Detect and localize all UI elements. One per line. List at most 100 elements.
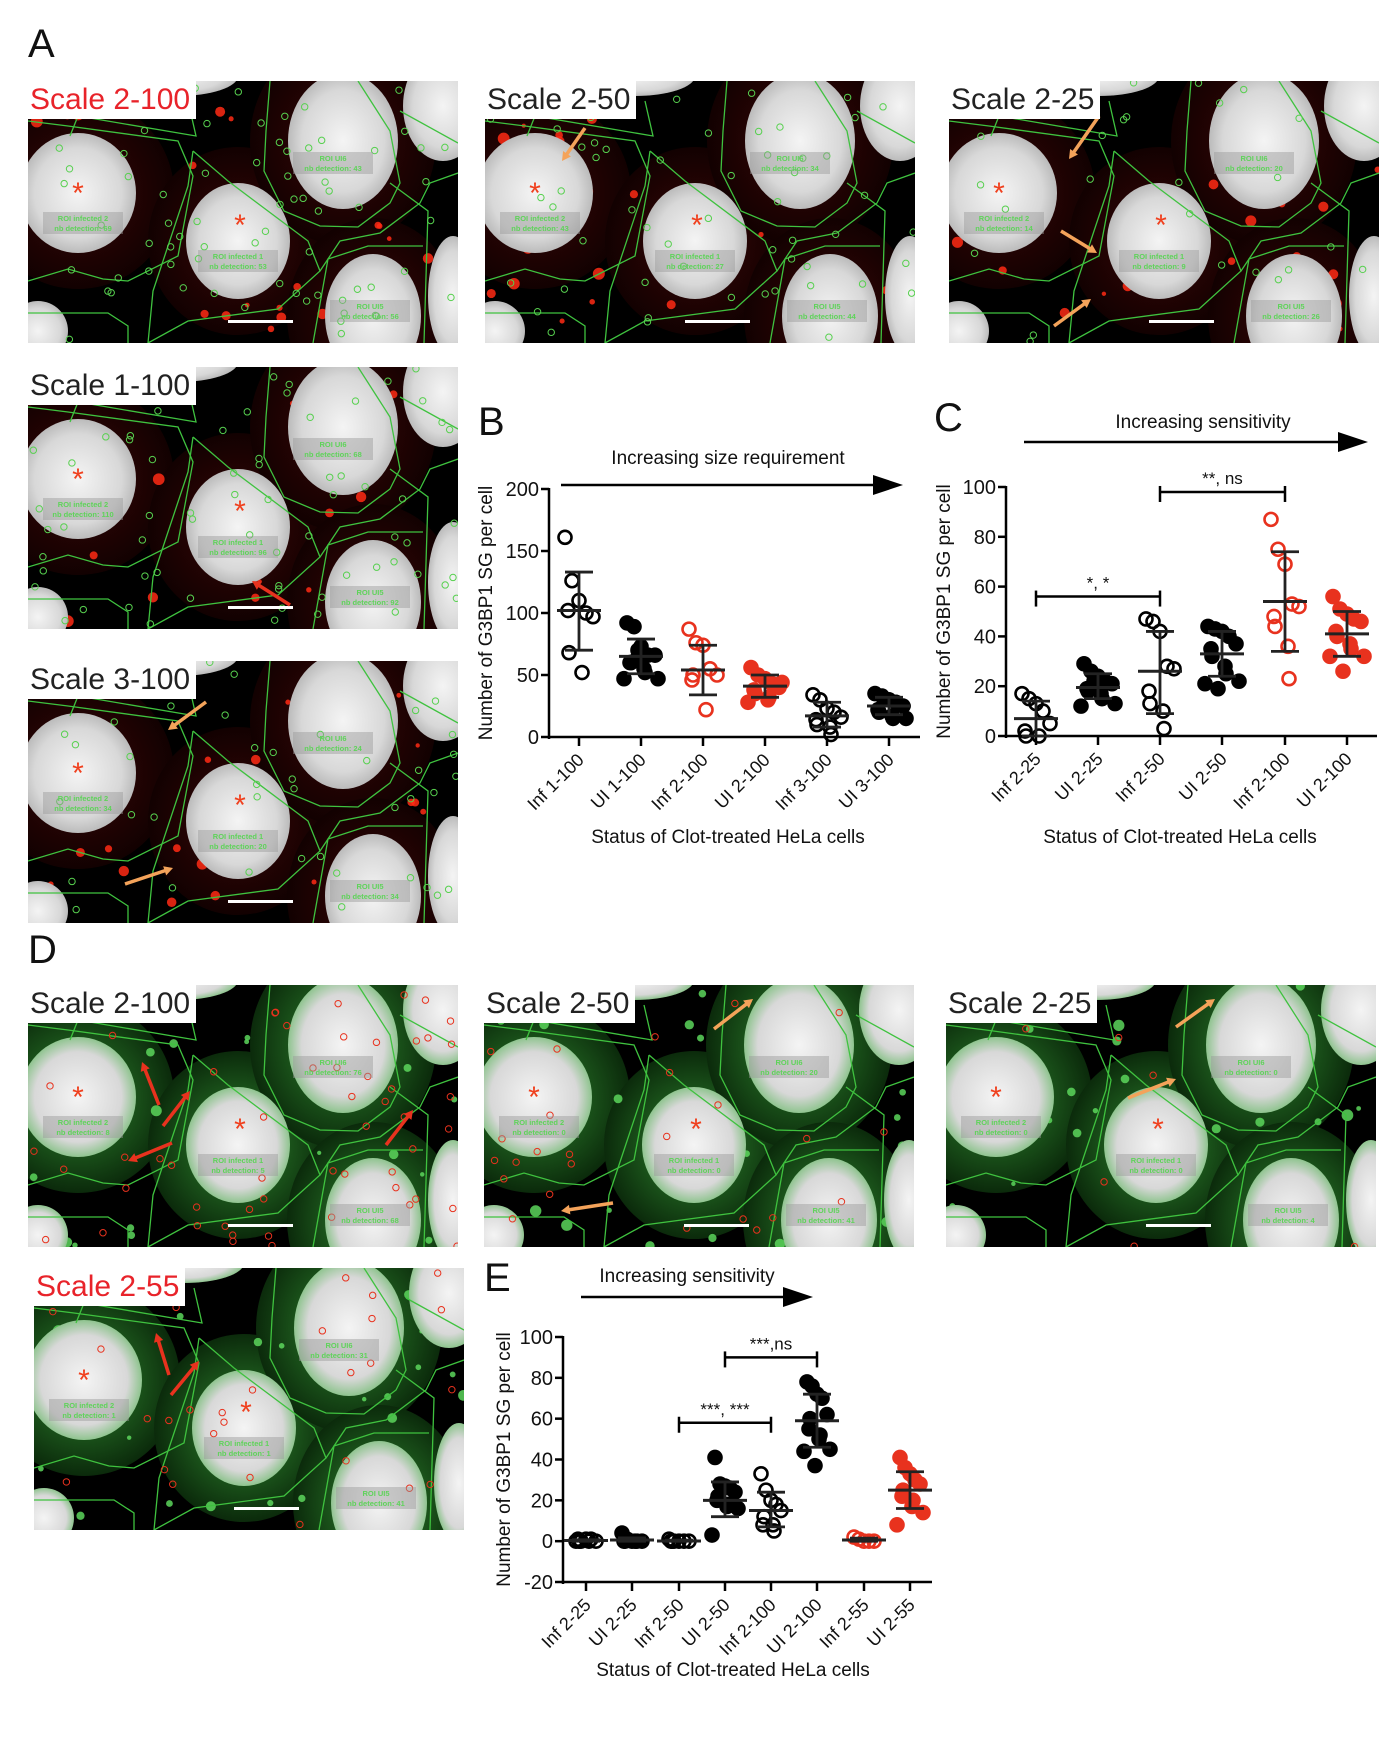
cell-boundary	[946, 1024, 1112, 1186]
nucleus	[1246, 254, 1342, 343]
stress-granule	[1356, 1106, 1362, 1111]
roi-name: ROI infected 2	[58, 794, 108, 803]
detection-circle	[806, 281, 815, 290]
detection-circle	[325, 187, 333, 195]
scale-label: Scale 2-25	[946, 985, 1098, 1023]
roi-name: ROI infected 2	[58, 214, 108, 223]
data-point	[1263, 511, 1279, 528]
micrograph-d-scale-2-100: * * ROI infected 2 nb detection: 8 ROI infec…	[28, 985, 458, 1247]
data-point	[717, 1478, 733, 1494]
x-tick-label: Inf 2-100	[715, 1595, 779, 1659]
stress-granule	[458, 1389, 464, 1401]
detection-circle	[412, 1195, 420, 1203]
detection-circle	[437, 1306, 446, 1314]
roi-name: ROI UI5	[356, 588, 383, 597]
detection-circle	[372, 1038, 381, 1047]
detection-circle	[124, 172, 133, 181]
detection-circle	[368, 1291, 377, 1300]
detection-circle	[29, 446, 38, 454]
data-point	[756, 1508, 772, 1525]
data-point	[1152, 623, 1168, 640]
detection-circle	[557, 187, 565, 195]
data-point	[1339, 606, 1355, 622]
scale-bar	[228, 900, 293, 903]
x-tick-label: Inf 2-50	[1112, 749, 1169, 806]
detection-circle	[141, 572, 149, 580]
roi-name: ROI infected 2	[64, 1401, 114, 1410]
stress-granule	[449, 1371, 456, 1378]
detection-circle	[422, 177, 430, 186]
stress-granule	[415, 743, 420, 748]
detection-circle	[441, 143, 449, 152]
nucleus	[859, 985, 914, 1065]
detection-circle	[367, 283, 375, 291]
stress-granule	[267, 1499, 274, 1507]
stress-granule	[228, 116, 234, 122]
nucleus	[28, 587, 68, 629]
detection-circle	[417, 144, 425, 152]
roi-name: ROI infected 1	[213, 252, 263, 261]
stress-granule	[244, 1034, 251, 1041]
detection-circle	[533, 1147, 541, 1156]
detection-circle	[355, 203, 363, 212]
nucleus	[434, 1423, 464, 1530]
annotation-arrow-icon	[252, 581, 291, 607]
data-point	[560, 602, 576, 619]
nucleus	[186, 183, 290, 299]
annotation-arrow-icon	[561, 1201, 614, 1215]
detection-circle	[1350, 1242, 1359, 1247]
detection-circle	[498, 1135, 506, 1143]
nucleus	[192, 1370, 296, 1486]
detection-circle	[220, 1418, 228, 1426]
detection-circle	[230, 670, 238, 678]
detection-circle	[150, 813, 158, 821]
cell-boundary	[485, 312, 586, 343]
detection-circle	[62, 1478, 71, 1486]
infected-asterisk: *	[72, 463, 84, 496]
detection-circle	[401, 127, 409, 135]
detection-circle	[384, 377, 392, 385]
data-point	[574, 664, 590, 681]
roi-label-bg	[43, 792, 123, 814]
detection-circle	[193, 1221, 202, 1230]
micrograph-image: * * ROI infected 2nb detection: 69 ROI infe…	[28, 81, 458, 343]
series-ui-2-55	[888, 1449, 932, 1533]
detection-circle	[243, 408, 251, 416]
trend-label: Increasing size requirement	[611, 448, 845, 469]
data-point	[799, 1374, 815, 1390]
scale-bar	[684, 1224, 749, 1227]
detection-circle	[252, 780, 261, 789]
data-point	[1228, 636, 1244, 652]
scale-bar	[685, 320, 750, 323]
annotation-arrow-icon	[154, 1333, 171, 1376]
stress-granule	[150, 1105, 162, 1117]
data-point	[640, 647, 656, 663]
x-tick-label: Inf 2-100	[1229, 749, 1293, 813]
detection-circle	[447, 293, 455, 302]
x-tick-label: UI 2-100	[763, 1595, 826, 1658]
data-point	[1086, 673, 1102, 690]
cell-boundary	[995, 1004, 1115, 1041]
data-point	[624, 1533, 640, 1549]
stress-granule	[415, 1364, 422, 1371]
roi-name: ROI infected 1	[219, 1439, 269, 1448]
roi-label-bg	[336, 1487, 416, 1509]
y-tick-label: -20	[524, 1572, 553, 1594]
nucleus	[860, 81, 915, 161]
data-point	[902, 1465, 918, 1482]
cell-boundary	[28, 700, 194, 862]
data-point	[684, 672, 700, 688]
infected-asterisk: *	[528, 1081, 540, 1114]
cell-boundary	[533, 1004, 653, 1041]
roi-detection-count: nb detection: 68	[304, 450, 362, 459]
cell-boundary	[389, 468, 429, 629]
detection-circle	[276, 200, 284, 209]
detection-circle	[1001, 205, 1010, 213]
data-point	[1335, 663, 1351, 680]
detection-circle	[426, 216, 435, 225]
chart-e: Increasing sensitivity -20 0 20 40 60 80 100 Inf…	[494, 1266, 932, 1681]
stress-granule	[1295, 985, 1305, 991]
detection-circle	[753, 1226, 761, 1234]
detection-circle	[837, 1197, 846, 1206]
detection-circle	[140, 126, 149, 135]
